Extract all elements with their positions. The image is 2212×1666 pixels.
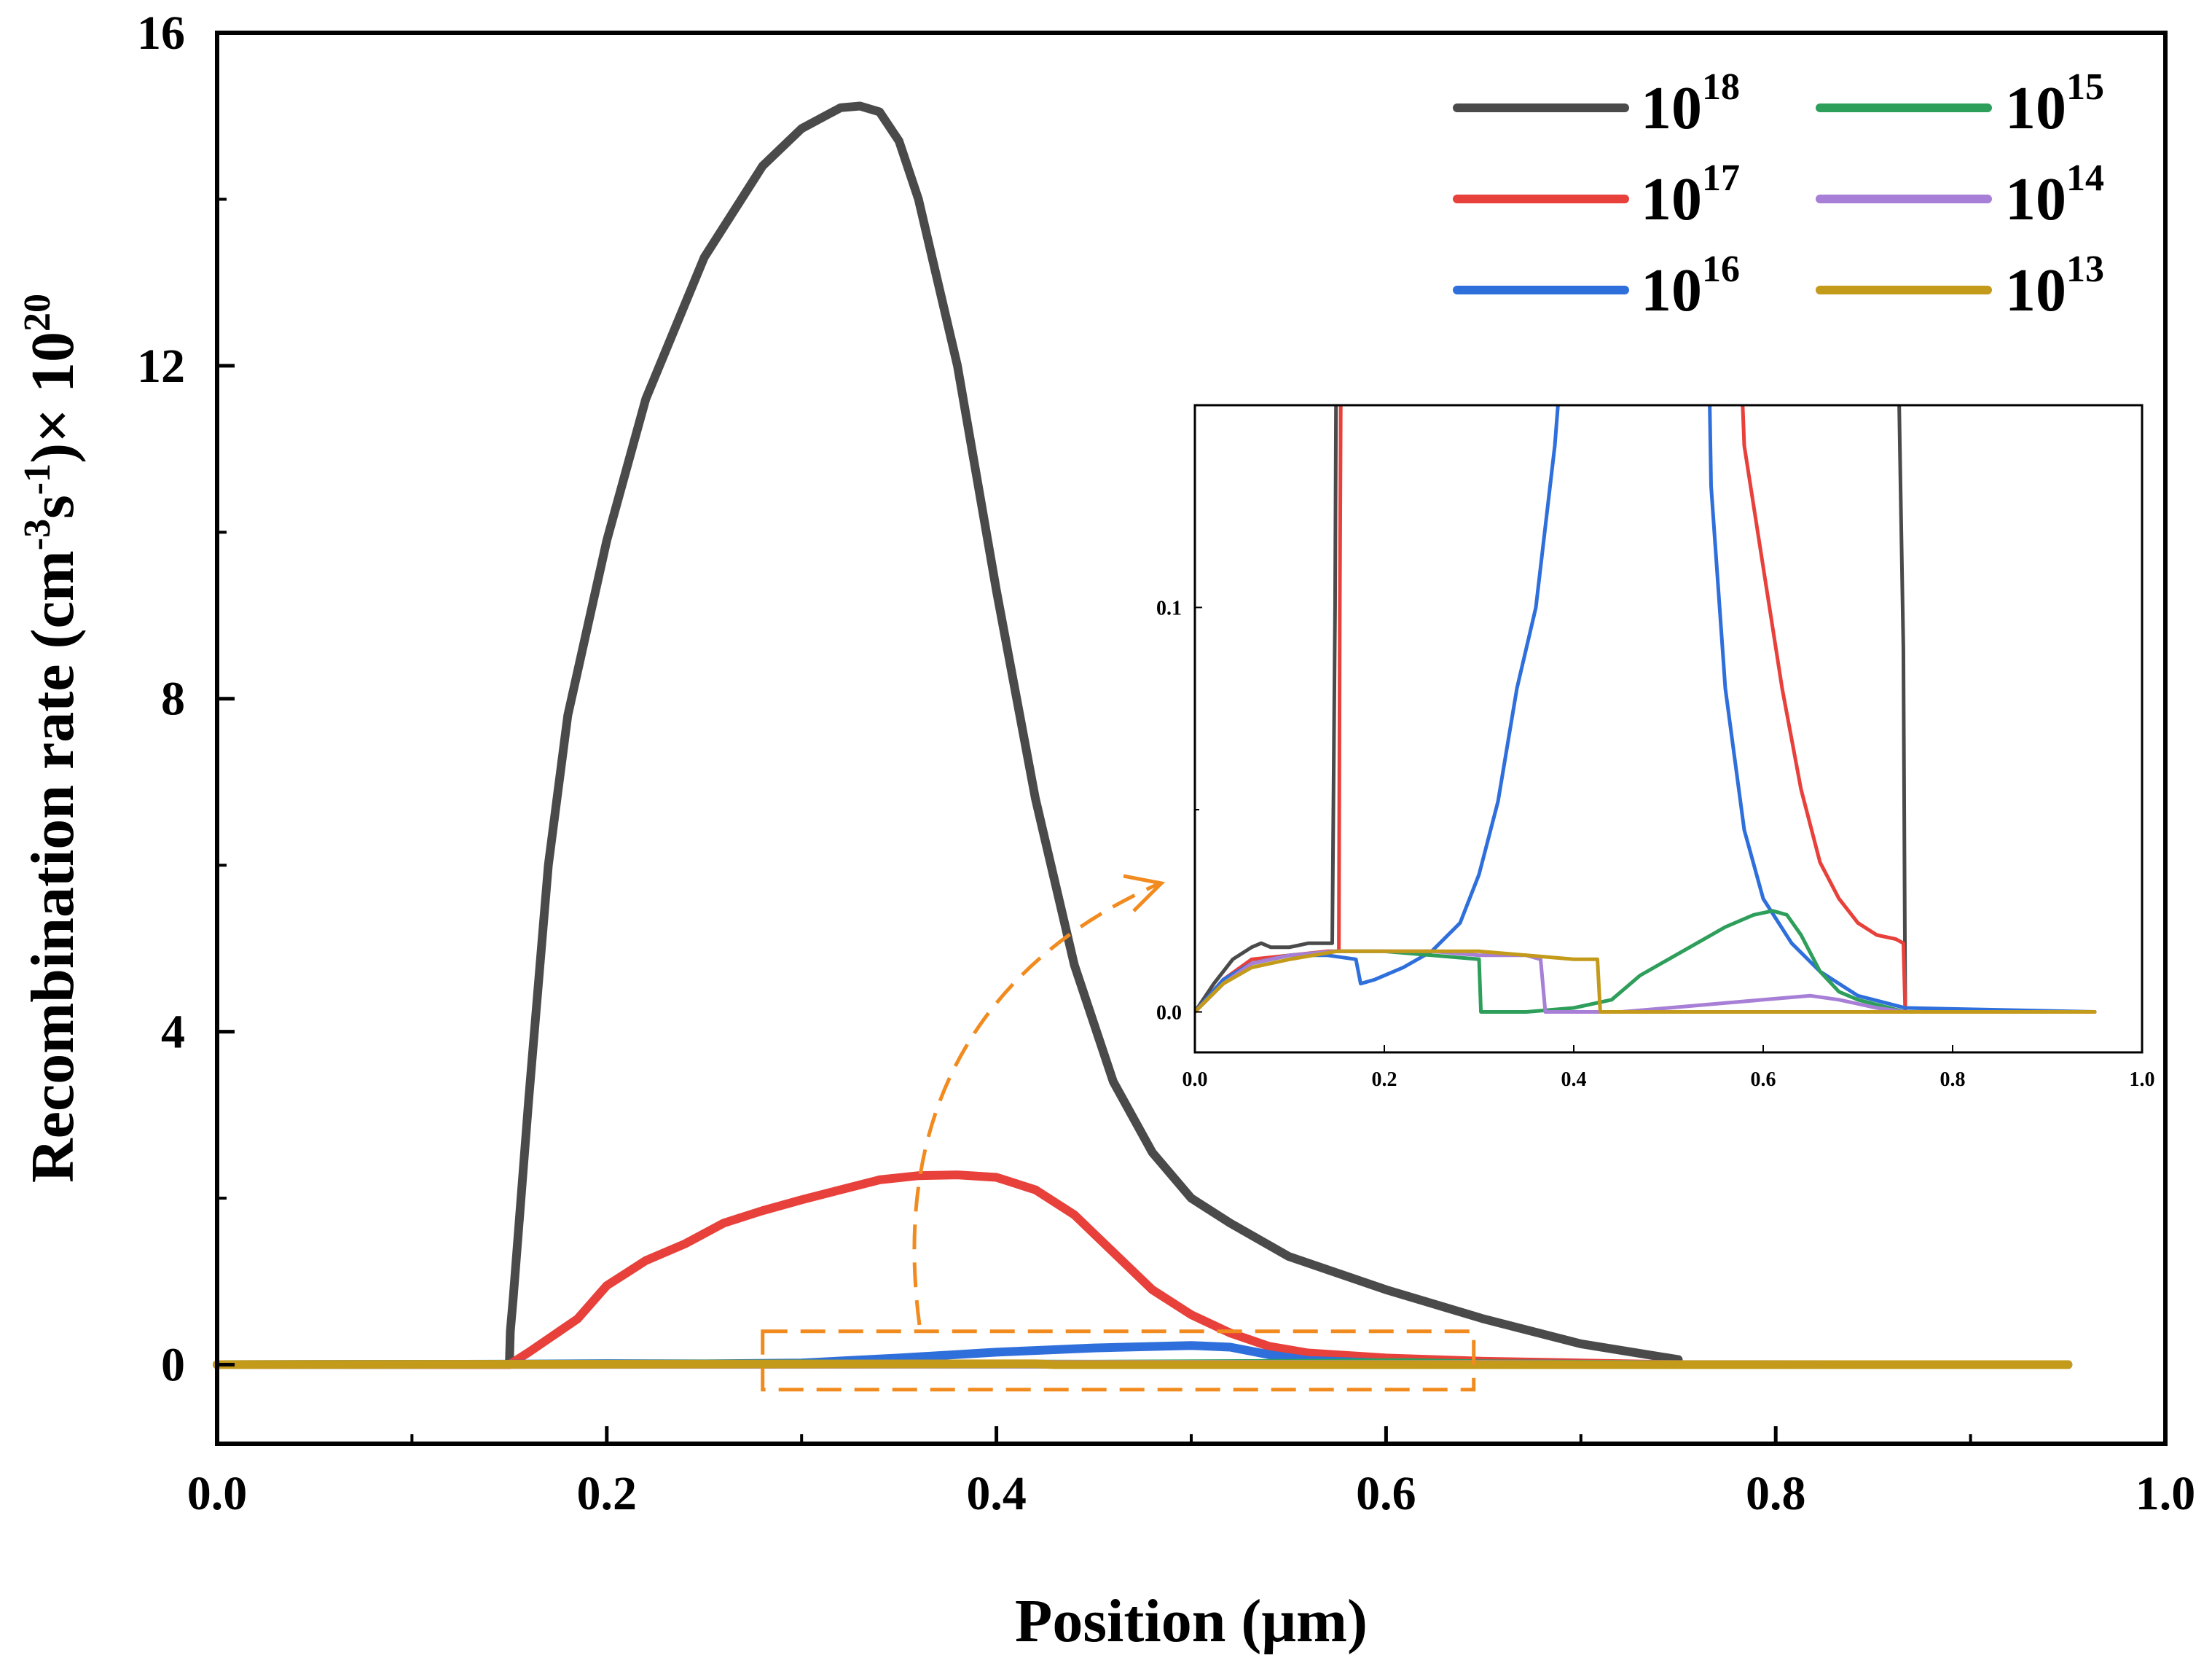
legend-entry-17: 1017 <box>1453 157 1740 233</box>
main-series-group <box>213 101 2073 1369</box>
x-tick-label: 0.8 <box>1746 1467 1806 1520</box>
legend-entry-15: 1015 <box>1816 66 2104 142</box>
y-axis-title-exp2: -1 <box>17 464 58 495</box>
legend-label: 1018 <box>1641 66 1740 142</box>
inset-axes-frame <box>1193 404 2144 1054</box>
legend-label: 1015 <box>2005 66 2104 142</box>
x-tick-label: 0.6 <box>1356 1467 1416 1520</box>
y-axis-title-main: Recombination rate (cm <box>19 550 87 1183</box>
legend-entry-18: 1018 <box>1453 66 1740 142</box>
x-tick-label: 0.4 <box>966 1467 1027 1520</box>
legend-entry-16: 1016 <box>1453 249 1740 324</box>
inset-x-tick-label: 0.0 <box>1183 1068 1208 1091</box>
x-tick-label: 0.0 <box>187 1467 248 1520</box>
inset-x-tick-label: 0.2 <box>1372 1068 1397 1091</box>
inset-series-line <box>1195 949 2097 1014</box>
inset-y-tick-label: 0.0 <box>1156 1002 1182 1025</box>
inset-series-line <box>1195 405 2097 1014</box>
y-axis-title-tail: )× 10 <box>19 332 87 464</box>
x-tick-label: 1.0 <box>2135 1467 2196 1520</box>
inset-background <box>1195 405 2142 1052</box>
inset-series-group <box>1195 405 2097 1014</box>
inset-plot: 0.0 0.2 0.4 0.6 0.8 1.0 0.0 0.1 <box>1156 404 2155 1091</box>
zoom-arrow <box>912 881 1161 1326</box>
y-tick-label: 8 <box>161 673 185 726</box>
legend-entry-13: 1013 <box>1816 249 2104 324</box>
zoom-arrow-head-icon <box>1123 874 1166 912</box>
inset-x-tick-label: 0.4 <box>1561 1068 1587 1091</box>
y-tick-label: 4 <box>161 1006 185 1059</box>
y-tick-label: 0 <box>161 1338 185 1391</box>
zoom-highlight-box <box>761 1329 1476 1392</box>
inset-x-ticks: 0.0 0.2 0.4 0.6 0.8 1.0 <box>1183 1045 2155 1091</box>
series-line-17 <box>213 1170 2073 1369</box>
y-axis-title-exp3: 20 <box>17 294 58 332</box>
legend-label: 1016 <box>1641 249 1740 324</box>
legend: 1018 1017 1016 1015 1014 1013 <box>1453 66 2104 324</box>
inset-y-ticks: 0.0 0.1 <box>1156 598 1202 1025</box>
main-y-ticks: 0 4 8 12 16 <box>137 7 235 1391</box>
inset-series-line <box>1195 405 2097 1014</box>
legend-label: 1017 <box>1641 157 1740 233</box>
inset-x-tick-label: 0.8 <box>1940 1068 1966 1091</box>
y-tick-label: 16 <box>137 7 185 60</box>
legend-label: 1014 <box>2005 157 2104 233</box>
y-axis-title-mid: s <box>19 495 87 519</box>
x-axis-title: Position (μm) <box>1015 1587 1368 1655</box>
legend-entry-14: 1014 <box>1816 157 2104 233</box>
inset-y-tick-label: 0.1 <box>1156 598 1182 620</box>
main-x-ticks: 0.0 0.2 0.4 0.6 0.8 1.0 <box>187 1426 2196 1520</box>
x-tick-label: 0.2 <box>577 1467 638 1520</box>
inset-series-line <box>1195 949 2097 1014</box>
legend-label: 1013 <box>2005 249 2104 324</box>
inset-x-tick-label: 1.0 <box>2130 1068 2155 1091</box>
y-tick-label: 12 <box>137 340 185 393</box>
inset-x-tick-label: 0.6 <box>1751 1068 1776 1091</box>
y-axis-title: Recombination rate (cm-3s-1)× 1020 <box>17 294 87 1183</box>
series-line-18 <box>213 101 1683 1369</box>
main-plot: 0.0 0.2 0.4 0.6 0.8 1.0 0 4 8 12 16 <box>137 7 2195 1520</box>
y-axis-title-exp1: -3 <box>17 519 58 550</box>
